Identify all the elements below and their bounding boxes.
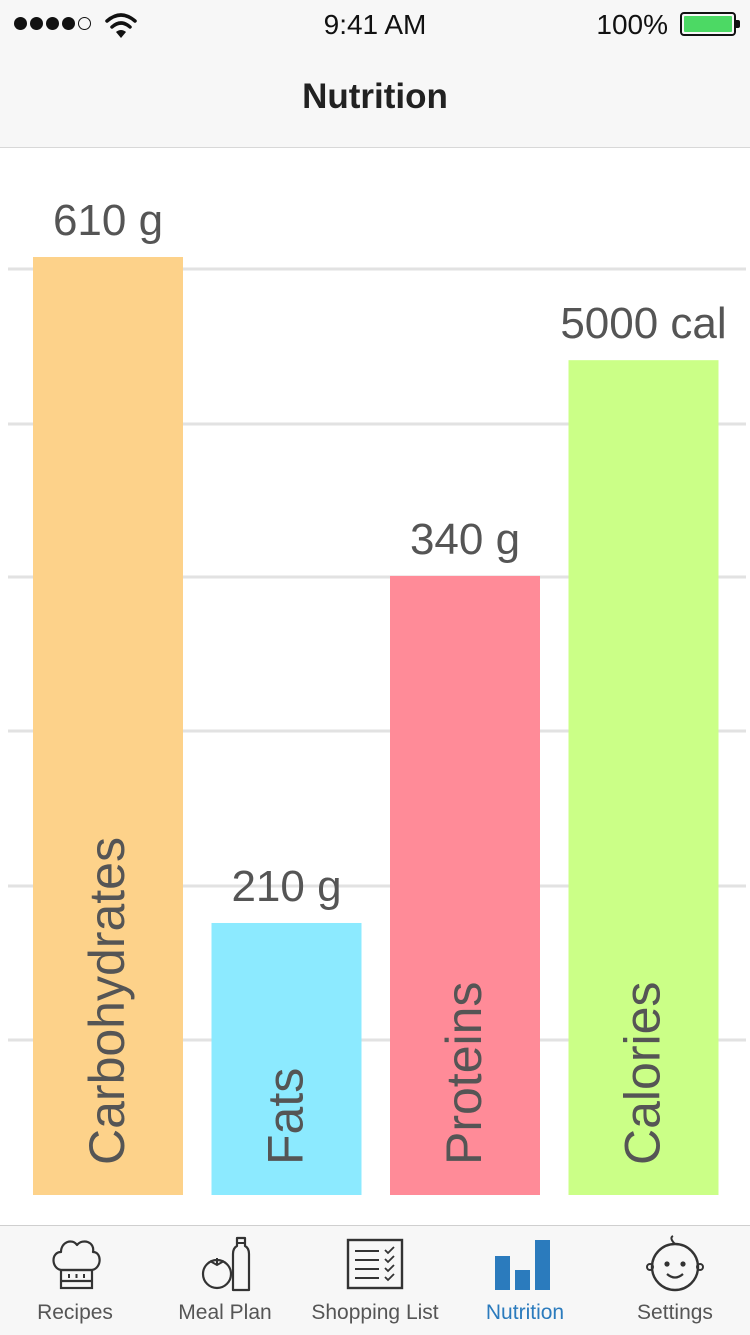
bar-category-label: Fats: [258, 1068, 314, 1165]
tab-nutrition[interactable]: Nutrition: [450, 1226, 600, 1335]
bar-calories: [568, 360, 719, 1195]
cellular-signal-icon: [14, 17, 91, 30]
nutrition-bar-chart: 610 g Carbohydrates 210 g Fats 340 g Proteins…: [8, 196, 746, 1195]
tab-label: Shopping List: [311, 1301, 439, 1324]
tab-bar: Recipes Meal Plan Shopping List Nutritio…: [0, 1225, 750, 1335]
bar-value-label: 610 g: [53, 196, 163, 245]
tab-label: Nutrition: [485, 1301, 565, 1324]
bar-proteins: [390, 575, 540, 1195]
bar-value-label: 340 g: [410, 515, 520, 564]
tab-recipes[interactable]: Recipes: [0, 1226, 150, 1335]
bar-chart-icon: [495, 1240, 550, 1290]
bar-fats: [211, 922, 362, 1195]
baby-face-icon: [646, 1235, 704, 1292]
chef-hat-icon: [52, 1240, 101, 1290]
status-time: 9:41 AM: [323, 9, 427, 40]
bar-carbohydrates: [33, 257, 183, 1195]
battery-icon: [680, 12, 740, 36]
checklist-icon: [346, 1238, 404, 1290]
tab-meal-plan[interactable]: Meal Plan: [150, 1226, 300, 1335]
navigation-bar: Nutrition: [0, 50, 750, 148]
wifi-icon: [105, 13, 137, 38]
bar-value-label: 210 g: [231, 862, 341, 911]
tab-label: Meal Plan: [178, 1301, 272, 1324]
page-title: Nutrition: [302, 77, 448, 116]
bar-category-label: Calories: [615, 982, 671, 1165]
bar-category-label: Carbohydrates: [79, 837, 135, 1165]
bar-category-label: Proteins: [436, 982, 492, 1165]
tab-label: Settings: [637, 1301, 713, 1324]
tomato-bottle-icon: [201, 1236, 251, 1292]
bar-value-label: 5000 cal: [560, 299, 726, 348]
battery-percentage: 100%: [596, 9, 668, 40]
status-bar: 9:41 AM 100%: [0, 0, 750, 50]
tab-settings[interactable]: Settings: [600, 1226, 750, 1335]
tab-label: Recipes: [37, 1301, 113, 1324]
tab-shopping-list[interactable]: Shopping List: [300, 1226, 450, 1335]
